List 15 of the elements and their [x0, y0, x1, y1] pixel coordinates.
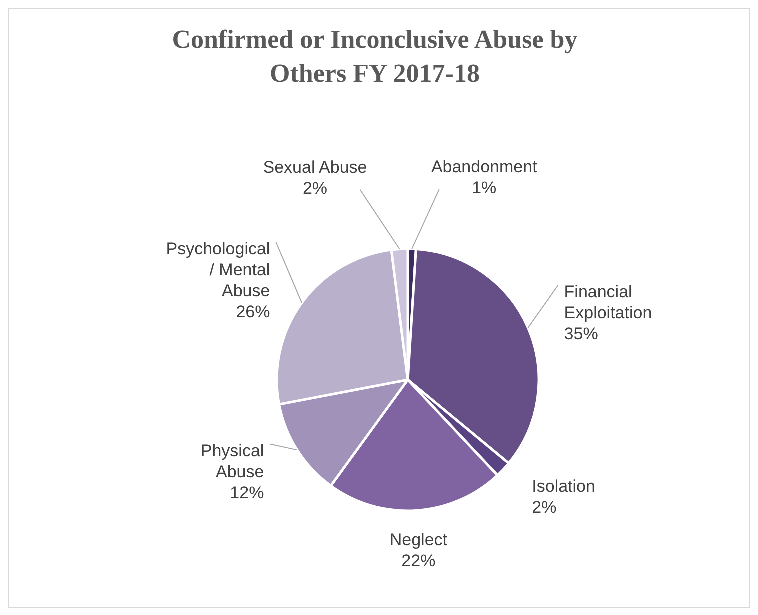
slice-label: Financial Exploitation	[564, 282, 652, 322]
data-label: 22%	[402, 551, 436, 570]
data-label: 26%	[236, 302, 270, 322]
data-label: 2%	[302, 178, 328, 198]
chart-title: Confirmed or Inconclusive Abuse by Others FY 2017-18	[172, 25, 578, 88]
data-label: 35%	[564, 324, 598, 344]
slice-label: Physical Abuse	[200, 441, 264, 482]
data-label: 12%	[230, 483, 264, 502]
slice-label: Isolation	[532, 477, 596, 496]
slice-label: Psychological / Mental Abuse	[166, 239, 270, 300]
slice-label: Neglect	[390, 530, 448, 550]
data-label: 1%	[472, 178, 497, 198]
slice-label: Abandonment	[431, 158, 538, 177]
data-label: 2%	[532, 498, 557, 518]
slice-label: Sexual Abuse	[263, 158, 368, 177]
